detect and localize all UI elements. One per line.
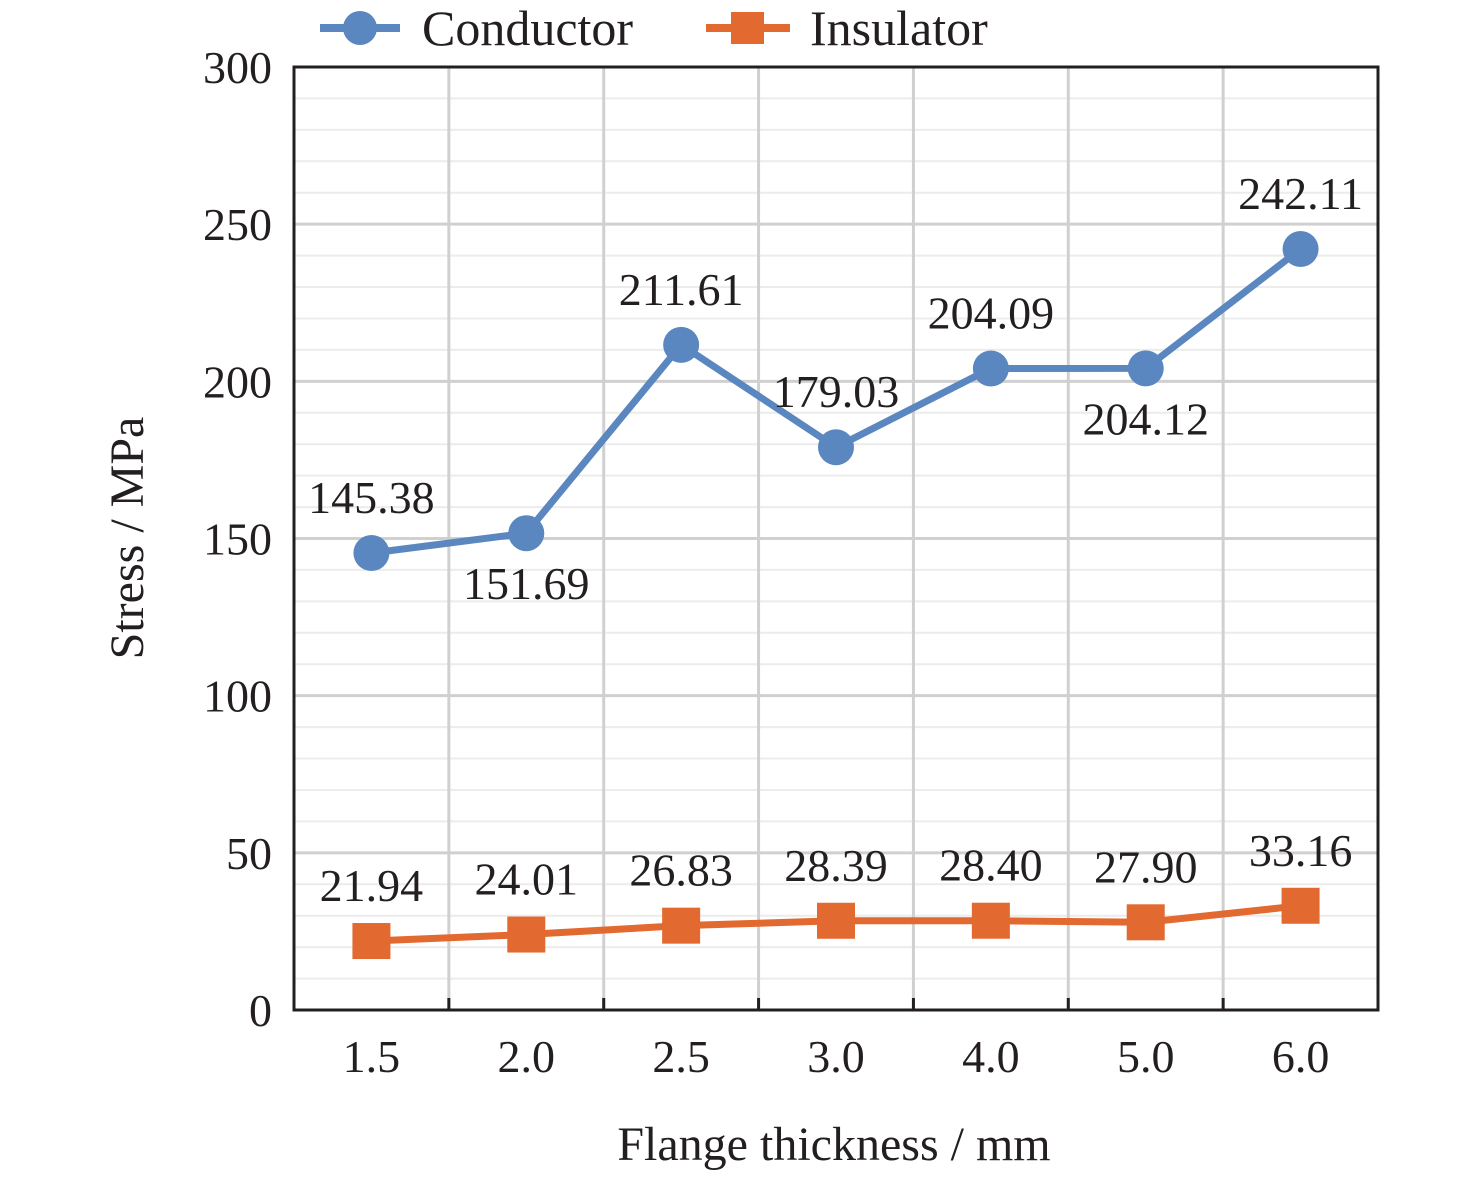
- data-label-conductor: 242.11: [1238, 168, 1363, 219]
- data-label-conductor: 151.69: [463, 558, 590, 609]
- legend: Conductor Insulator: [320, 0, 988, 56]
- data-label-insulator: 33.16: [1249, 825, 1353, 876]
- y-tick-label: 250: [203, 199, 272, 250]
- data-point-insulator[interactable]: [1281, 887, 1320, 924]
- x-tick-label: 2.0: [498, 1031, 556, 1082]
- data-label-insulator: 21.94: [320, 860, 424, 911]
- data-point-insulator[interactable]: [662, 907, 701, 944]
- data-label-conductor: 179.03: [773, 366, 900, 417]
- data-label-insulator: 28.40: [939, 840, 1043, 891]
- x-tick-label: 2.5: [652, 1031, 710, 1082]
- x-tick-label: 5.0: [1117, 1031, 1175, 1082]
- data-point-conductor[interactable]: [972, 350, 1009, 387]
- y-tick-label: 100: [203, 671, 272, 722]
- y-tick-label: 0: [249, 985, 272, 1036]
- legend-conductor-marker: [343, 11, 377, 45]
- legend-insulator-label: Insulator: [810, 0, 988, 56]
- data-point-insulator[interactable]: [1126, 904, 1165, 941]
- data-point-conductor[interactable]: [818, 429, 854, 466]
- y-tick-label: 300: [203, 42, 272, 93]
- y-tick-label: 150: [203, 514, 272, 565]
- x-axis-title: Flange thickness / mm: [617, 1118, 1050, 1171]
- data-point-insulator[interactable]: [817, 902, 855, 939]
- legend-item-insulator[interactable]: Insulator: [706, 0, 988, 56]
- x-tick-label: 6.0: [1272, 1031, 1330, 1082]
- y-tick-label: 50: [226, 828, 272, 879]
- plot-frame: [292, 65, 1380, 1012]
- x-tick-label: 3.0: [807, 1031, 865, 1082]
- x-tick-label: 4.0: [962, 1031, 1020, 1082]
- data-label-conductor: 145.38: [308, 472, 435, 523]
- data-point-insulator[interactable]: [352, 923, 391, 960]
- data-point-conductor[interactable]: [353, 535, 390, 572]
- data-label-conductor: 204.09: [928, 287, 1055, 338]
- data-point-insulator[interactable]: [971, 902, 1010, 939]
- legend-conductor-label: Conductor: [422, 0, 633, 56]
- data-label-conductor: 204.12: [1082, 393, 1209, 444]
- data-point-insulator[interactable]: [507, 916, 546, 953]
- data-point-conductor[interactable]: [1282, 230, 1319, 267]
- data-point-conductor[interactable]: [663, 326, 700, 363]
- data-labels: 145.38 151.69 211.61 179.03 204.09 204.12 242.…: [308, 168, 1363, 911]
- y-axis-title: Stress / MPa: [101, 417, 154, 660]
- legend-item-conductor[interactable]: Conductor: [320, 0, 633, 56]
- series: [352, 230, 1320, 960]
- x-tick-label: 1.5: [343, 1031, 401, 1082]
- grid: [294, 67, 1378, 1010]
- data-point-conductor[interactable]: [508, 515, 545, 552]
- axes: 1.5 2.0 2.5 3.0 4.0 5.0 6.0 0 50 100 150 200 250 300: [203, 42, 1380, 1082]
- y-tick-label: 200: [203, 356, 272, 407]
- legend-insulator-marker: [731, 12, 764, 44]
- data-label-insulator: 28.39: [784, 840, 888, 891]
- data-label-conductor: 211.61: [619, 264, 744, 315]
- data-label-insulator: 24.01: [475, 854, 579, 905]
- data-label-insulator: 27.90: [1094, 841, 1198, 892]
- data-label-insulator: 26.83: [629, 845, 733, 896]
- data-point-conductor[interactable]: [1127, 350, 1164, 387]
